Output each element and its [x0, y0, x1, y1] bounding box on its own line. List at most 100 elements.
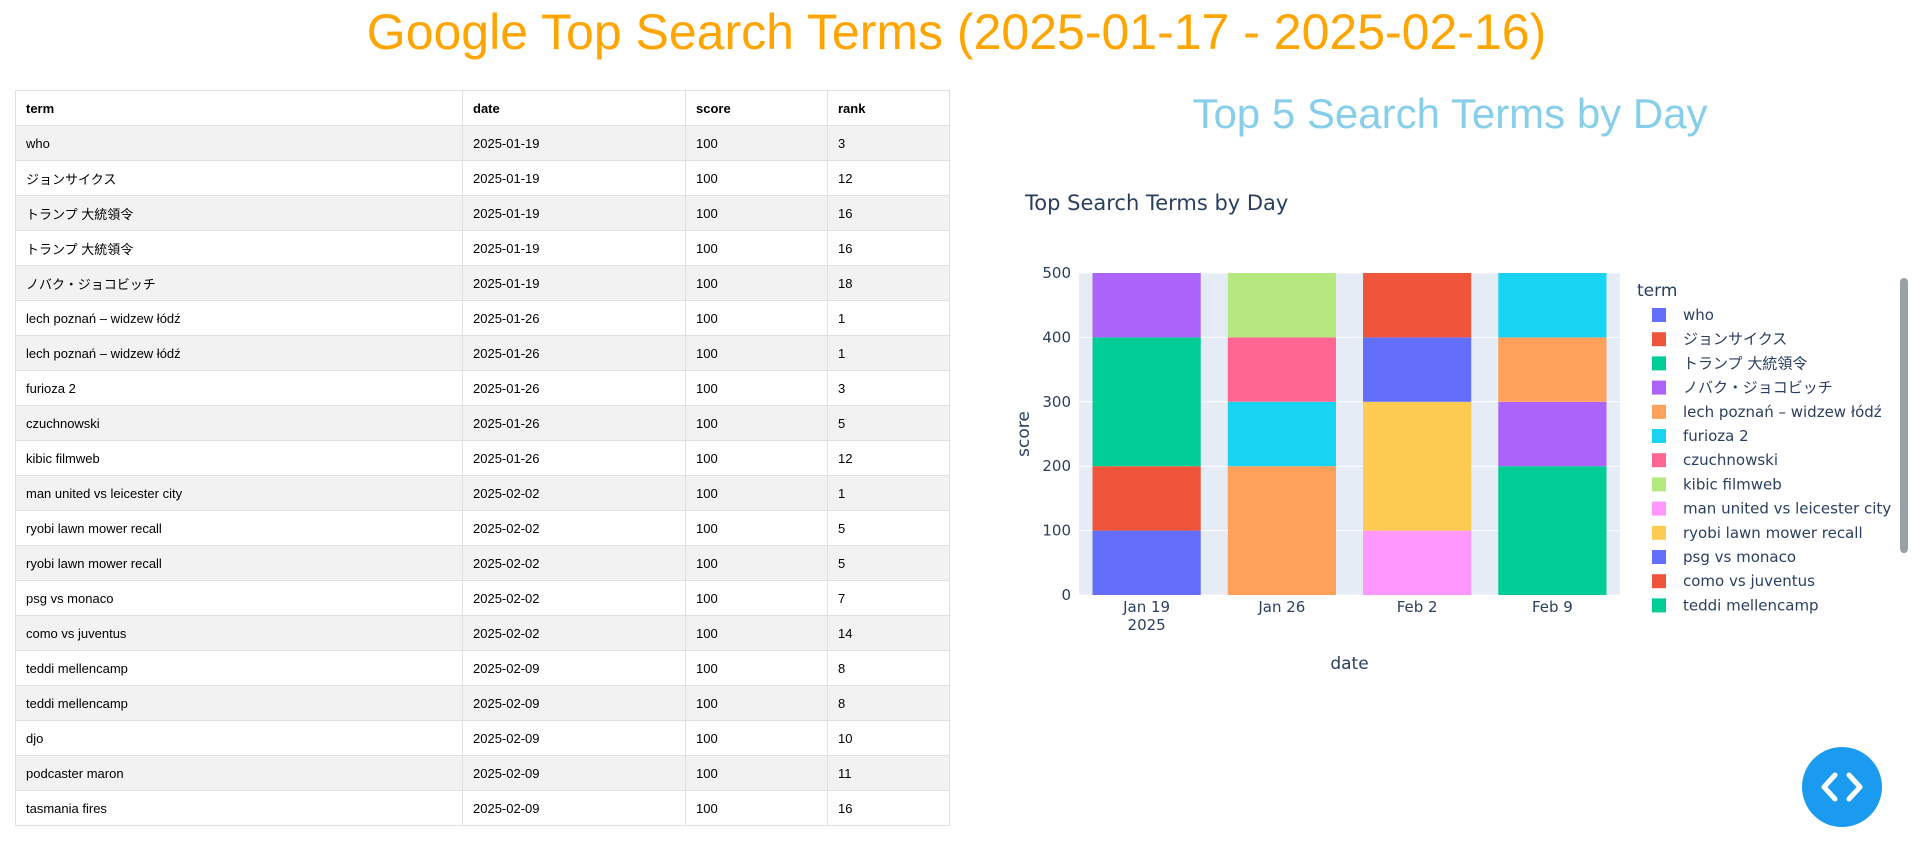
- cell-score: 100: [685, 335, 828, 371]
- cell-date: 2025-02-09: [462, 755, 686, 791]
- cell-score: 100: [685, 230, 828, 266]
- legend-label: teddi mellencamp: [1683, 596, 1819, 614]
- cell-date: 2025-01-26: [462, 440, 686, 476]
- cell-score: 100: [685, 685, 828, 721]
- cell-rank: 3: [827, 370, 950, 406]
- cell-term: トランプ 大統領令: [15, 230, 463, 266]
- cell-score: 100: [685, 440, 828, 476]
- cell-rank: 8: [827, 650, 950, 686]
- cell-score: 100: [685, 370, 828, 406]
- cell-rank: 16: [827, 230, 950, 266]
- cell-score: 100: [685, 125, 828, 161]
- cell-rank: 12: [827, 160, 950, 196]
- legend-swatch: [1652, 477, 1666, 492]
- y-tick-label: 300: [1042, 393, 1071, 411]
- cell-date: 2025-02-09: [462, 790, 686, 826]
- cell-date: 2025-02-02: [462, 545, 686, 581]
- y-tick-label: 500: [1042, 264, 1071, 282]
- y-tick-label: 400: [1042, 328, 1071, 346]
- cell-term: teddi mellencamp: [15, 685, 463, 721]
- cell-date: 2025-01-19: [462, 125, 686, 161]
- cell-score: 100: [685, 300, 828, 336]
- legend-scrollbar[interactable]: [1900, 278, 1908, 553]
- cell-score: 100: [685, 545, 828, 581]
- cell-rank: 1: [827, 300, 950, 336]
- code-toggle-button[interactable]: [1802, 747, 1882, 827]
- legend-label: ノバク・ジョコビッチ: [1683, 379, 1833, 397]
- legend-swatch: [1652, 308, 1666, 322]
- table-row: tasmania fires 2025-02-09 100 16: [15, 790, 950, 826]
- table-row: podcaster maron 2025-02-09 100 11: [15, 755, 950, 791]
- cell-term: furioza 2: [15, 370, 463, 406]
- bar-segment: [1092, 530, 1201, 595]
- bar-segment: [1227, 337, 1336, 402]
- legend-swatch: [1652, 525, 1666, 540]
- table-row: como vs juventus 2025-02-02 100 14: [15, 615, 950, 651]
- table-row: kibic filmweb 2025-01-26 100 12: [15, 440, 950, 476]
- table-row: ryobi lawn mower recall 2025-02-02 100 5: [15, 510, 950, 546]
- table-row: トランプ 大統領令 2025-01-19 100 16: [15, 195, 950, 231]
- cell-score: 100: [685, 720, 828, 756]
- cell-term: teddi mellencamp: [15, 650, 463, 686]
- cell-term: ノバク・ジョコビッチ: [15, 265, 463, 301]
- legend-swatch: [1652, 429, 1666, 443]
- column-header-rank: rank: [827, 90, 950, 126]
- cell-rank: 18: [827, 265, 950, 301]
- legend-label: djo: [1683, 621, 1706, 639]
- cell-term: トランプ 大統領令: [15, 195, 463, 231]
- cell-score: 100: [685, 580, 828, 616]
- legend-swatch: [1652, 623, 1666, 637]
- table-row: ジョンサイクス 2025-01-19 100 12: [15, 160, 950, 196]
- cell-term: ryobi lawn mower recall: [15, 545, 463, 581]
- bar-segment: [1227, 466, 1336, 595]
- cell-date: 2025-01-26: [462, 405, 686, 441]
- legend-swatch: [1652, 550, 1666, 564]
- legend-swatch: [1652, 574, 1666, 589]
- table-header: term date score rank: [15, 90, 950, 126]
- table-row: lech poznań – widzew łódź 2025-01-26 100 1: [15, 335, 950, 371]
- cell-term: who: [15, 125, 463, 161]
- cell-term: lech poznań – widzew łódź: [15, 335, 463, 371]
- cell-date: 2025-01-26: [462, 335, 686, 371]
- cell-rank: 8: [827, 685, 950, 721]
- cell-date: 2025-02-02: [462, 475, 686, 511]
- bar-segment: [1227, 401, 1336, 467]
- cell-date: 2025-02-02: [462, 580, 686, 616]
- legend-label: como vs juventus: [1683, 572, 1815, 590]
- table-row: ノバク・ジョコビッチ 2025-01-19 100 18: [15, 265, 950, 301]
- legend-swatch: [1652, 404, 1666, 419]
- cell-rank: 7: [827, 580, 950, 616]
- cell-score: 100: [685, 405, 828, 441]
- cell-score: 100: [685, 475, 828, 511]
- bar-segment: [1227, 273, 1336, 338]
- column-header-term: term: [15, 90, 463, 126]
- cell-date: 2025-02-02: [462, 615, 686, 651]
- column-header-score: score: [685, 90, 828, 126]
- cell-score: 100: [685, 195, 828, 231]
- cell-term: podcaster maron: [15, 755, 463, 791]
- bar-segment: [1363, 273, 1472, 338]
- cell-rank: 11: [827, 755, 950, 791]
- table-header-row: term date score rank: [15, 90, 950, 126]
- cell-date: 2025-02-09: [462, 685, 686, 721]
- legend-swatch: [1652, 453, 1666, 468]
- table-row: トランプ 大統領令 2025-01-19 100 16: [15, 230, 950, 266]
- cell-term: man united vs leicester city: [15, 475, 463, 511]
- column-header-date: date: [462, 90, 686, 126]
- table-row: who 2025-01-19 100 3: [15, 125, 950, 161]
- cell-score: 100: [685, 790, 828, 826]
- cell-score: 100: [685, 160, 828, 196]
- cell-term: ジョンサイクス: [15, 160, 463, 196]
- legend-title: term: [1637, 281, 1677, 301]
- bar-segment: [1363, 337, 1472, 402]
- cell-rank: 10: [827, 720, 950, 756]
- table-row: ryobi lawn mower recall 2025-02-02 100 5: [15, 545, 950, 581]
- bar-segment: [1498, 273, 1607, 338]
- cell-date: 2025-02-09: [462, 650, 686, 686]
- table-row: czuchnowski 2025-01-26 100 5: [15, 405, 950, 441]
- cell-term: lech poznań – widzew łódź: [15, 300, 463, 336]
- table-row: djo 2025-02-09 100 10: [15, 720, 950, 756]
- bar-segment: [1092, 466, 1201, 531]
- table-row: psg vs monaco 2025-02-02 100 7: [15, 580, 950, 616]
